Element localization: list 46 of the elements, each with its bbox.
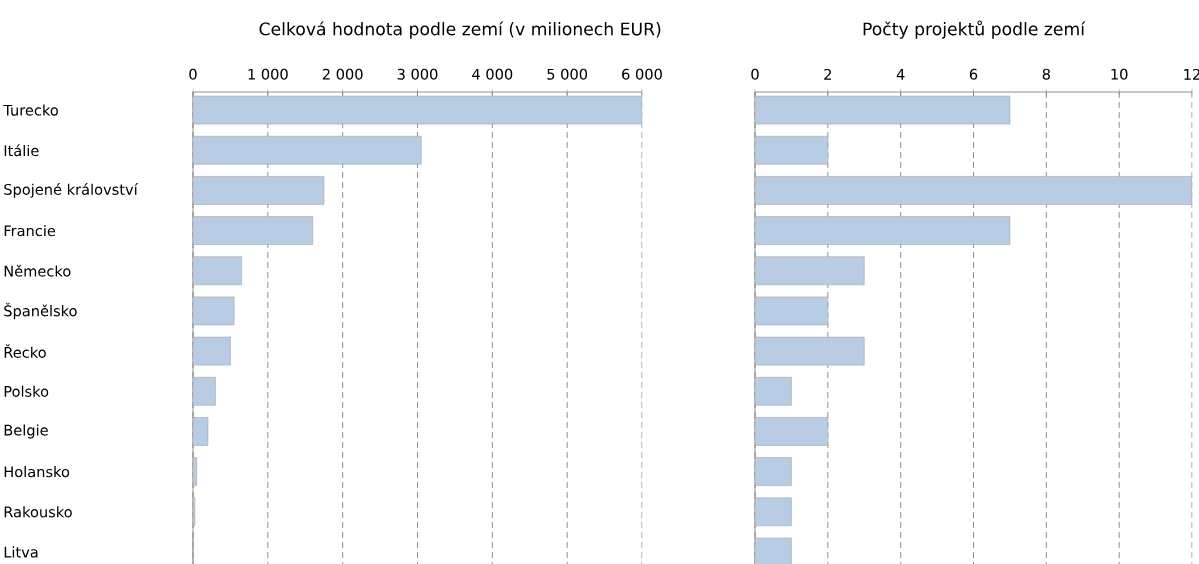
bar: [754, 216, 1011, 245]
y-tick-label: Itálie: [4, 144, 39, 157]
y-tick-label: Polsko: [4, 385, 49, 397]
bar: [192, 256, 242, 286]
y-tick-label: Litva: [4, 546, 38, 558]
y-tick-label: Belgie: [4, 424, 48, 439]
bar: [192, 95, 643, 125]
y-tick-label: Španělsko: [4, 302, 77, 320]
bar: [192, 135, 422, 165]
y-tick-label: Rakousko: [4, 506, 72, 518]
x-tick-label: 5 000: [547, 68, 588, 80]
x-tick-label: 4: [896, 69, 905, 80]
bar: [754, 497, 792, 527]
x-tick-label: 8: [1042, 68, 1050, 80]
bar: [754, 376, 792, 406]
x-tick-label: 10: [1111, 68, 1128, 80]
y-tick-label: Francie: [4, 224, 56, 237]
x-tick-label: 2 000: [322, 68, 363, 80]
y-tick-label: Turecko: [3, 104, 58, 116]
x-tick-label: 6: [969, 68, 978, 80]
bar: [754, 256, 865, 286]
bar: [754, 417, 829, 446]
chart-title: Počty projektů podle zemí: [863, 20, 1086, 39]
x-tick-label: 6 000: [622, 68, 662, 80]
bar: [192, 376, 216, 406]
y-tick-label: Holansko: [4, 465, 70, 478]
x-tick-label: 0: [751, 68, 759, 80]
chart-title: Celková hodnota podle zemí (v milionech EUR): [259, 21, 661, 39]
x-tick-label: 2: [824, 68, 831, 80]
x-tick-label: 3 000: [397, 68, 438, 80]
bar: [754, 336, 865, 366]
x-tick-label: 0: [189, 68, 197, 80]
bar: [192, 216, 314, 245]
x-tick-label: 1 000: [248, 68, 288, 80]
y-tick-label: Spojené království: [4, 183, 139, 198]
y-tick-label: Řecko: [4, 344, 46, 358]
x-tick-label: 4 000: [472, 68, 513, 80]
bar: [754, 457, 792, 486]
bar: [754, 135, 829, 165]
x-tick-label: 12: [1184, 68, 1199, 80]
bar: [754, 296, 829, 326]
bar: [192, 296, 235, 326]
bar: [754, 176, 1193, 205]
y-tick-label: Německo: [4, 264, 71, 277]
bar: [192, 176, 325, 205]
bar: [754, 95, 1011, 125]
